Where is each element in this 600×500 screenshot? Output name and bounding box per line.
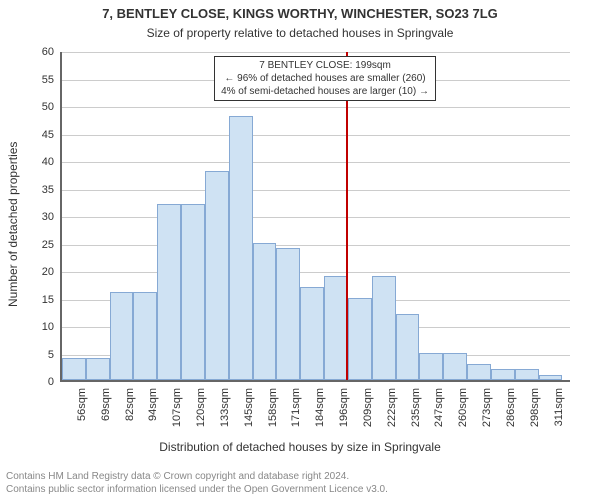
y-tick-label: 0 [0,376,54,388]
histogram-bar [419,353,443,381]
histogram-bar [515,369,539,380]
y-tick-label: 10 [0,321,54,333]
x-tick-label: 133sqm [219,388,231,427]
gridline [62,245,570,246]
x-tick-label: 273sqm [481,388,493,427]
histogram-bar [276,248,300,380]
gridline [62,52,570,53]
annotation-line3: 4% of semi-detached houses are larger (1… [221,85,429,98]
histogram-bar [133,292,157,380]
y-tick-label: 15 [0,294,54,306]
histogram-bar [86,358,110,380]
footer-line1: Contains HM Land Registry data © Crown c… [6,470,388,483]
x-tick-label: 145sqm [243,388,255,427]
histogram-bar [372,276,396,381]
x-tick-label: 158sqm [267,388,279,427]
x-tick-label: 311sqm [553,388,565,426]
y-tick-label: 55 [0,74,54,86]
y-tick-label: 35 [0,184,54,196]
histogram-bar [396,314,420,380]
histogram-bar [205,171,229,380]
y-tick-label: 45 [0,129,54,141]
x-tick-label: 286sqm [505,388,517,427]
histogram-bar [157,204,181,380]
histogram-bar [181,204,205,380]
histogram-bar [253,243,277,381]
x-tick-label: 69sqm [100,388,112,421]
x-tick-label: 120sqm [195,388,207,427]
x-tick-label: 94sqm [147,388,159,421]
x-axis-label: Distribution of detached houses by size … [0,440,600,454]
x-tick-label: 222sqm [386,388,398,427]
y-tick-label: 25 [0,239,54,251]
histogram-bar [110,292,134,380]
y-tick-label: 20 [0,266,54,278]
x-tick-label: 209sqm [362,388,374,427]
chart-container: 7, BENTLEY CLOSE, KINGS WORTHY, WINCHEST… [0,0,600,500]
x-tick-label: 82sqm [124,388,136,421]
footer-line2: Contains public sector information licen… [6,483,388,496]
y-tick-label: 50 [0,101,54,113]
histogram-bar [443,353,467,381]
gridline [62,217,570,218]
histogram-bar [62,358,86,380]
gridline [62,107,570,108]
x-tick-label: 235sqm [410,388,422,427]
gridline [62,272,570,273]
x-tick-label: 247sqm [433,388,445,427]
x-tick-label: 298sqm [529,388,541,427]
y-tick-label: 60 [0,46,54,58]
histogram-bar [491,369,515,380]
x-tick-label: 56sqm [76,388,88,421]
x-tick-label: 171sqm [290,388,302,427]
histogram-bar [467,364,491,381]
histogram-bar [539,375,563,381]
gridline [62,190,570,191]
footer-attribution: Contains HM Land Registry data © Crown c… [6,470,388,496]
marker-line [346,52,348,380]
histogram-bar [300,287,324,381]
histogram-bar [324,276,348,381]
y-tick-label: 5 [0,349,54,361]
y-tick-label: 40 [0,156,54,168]
histogram-bar [348,298,372,381]
histogram-bar [229,116,253,380]
x-tick-label: 107sqm [171,388,183,427]
x-tick-label: 260sqm [457,388,469,427]
gridline [62,135,570,136]
gridline [62,162,570,163]
page-title: 7, BENTLEY CLOSE, KINGS WORTHY, WINCHEST… [0,6,600,21]
page-subtitle: Size of property relative to detached ho… [0,26,600,40]
x-tick-label: 184sqm [314,388,326,427]
x-tick-label: 196sqm [338,388,350,427]
plot-area [60,52,570,382]
y-tick-label: 30 [0,211,54,223]
annotation-line1: 7 BENTLEY CLOSE: 199sqm [221,59,429,72]
annotation-box: 7 BENTLEY CLOSE: 199sqm ← 96% of detache… [214,56,436,101]
annotation-line2: ← 96% of detached houses are smaller (26… [221,72,429,85]
